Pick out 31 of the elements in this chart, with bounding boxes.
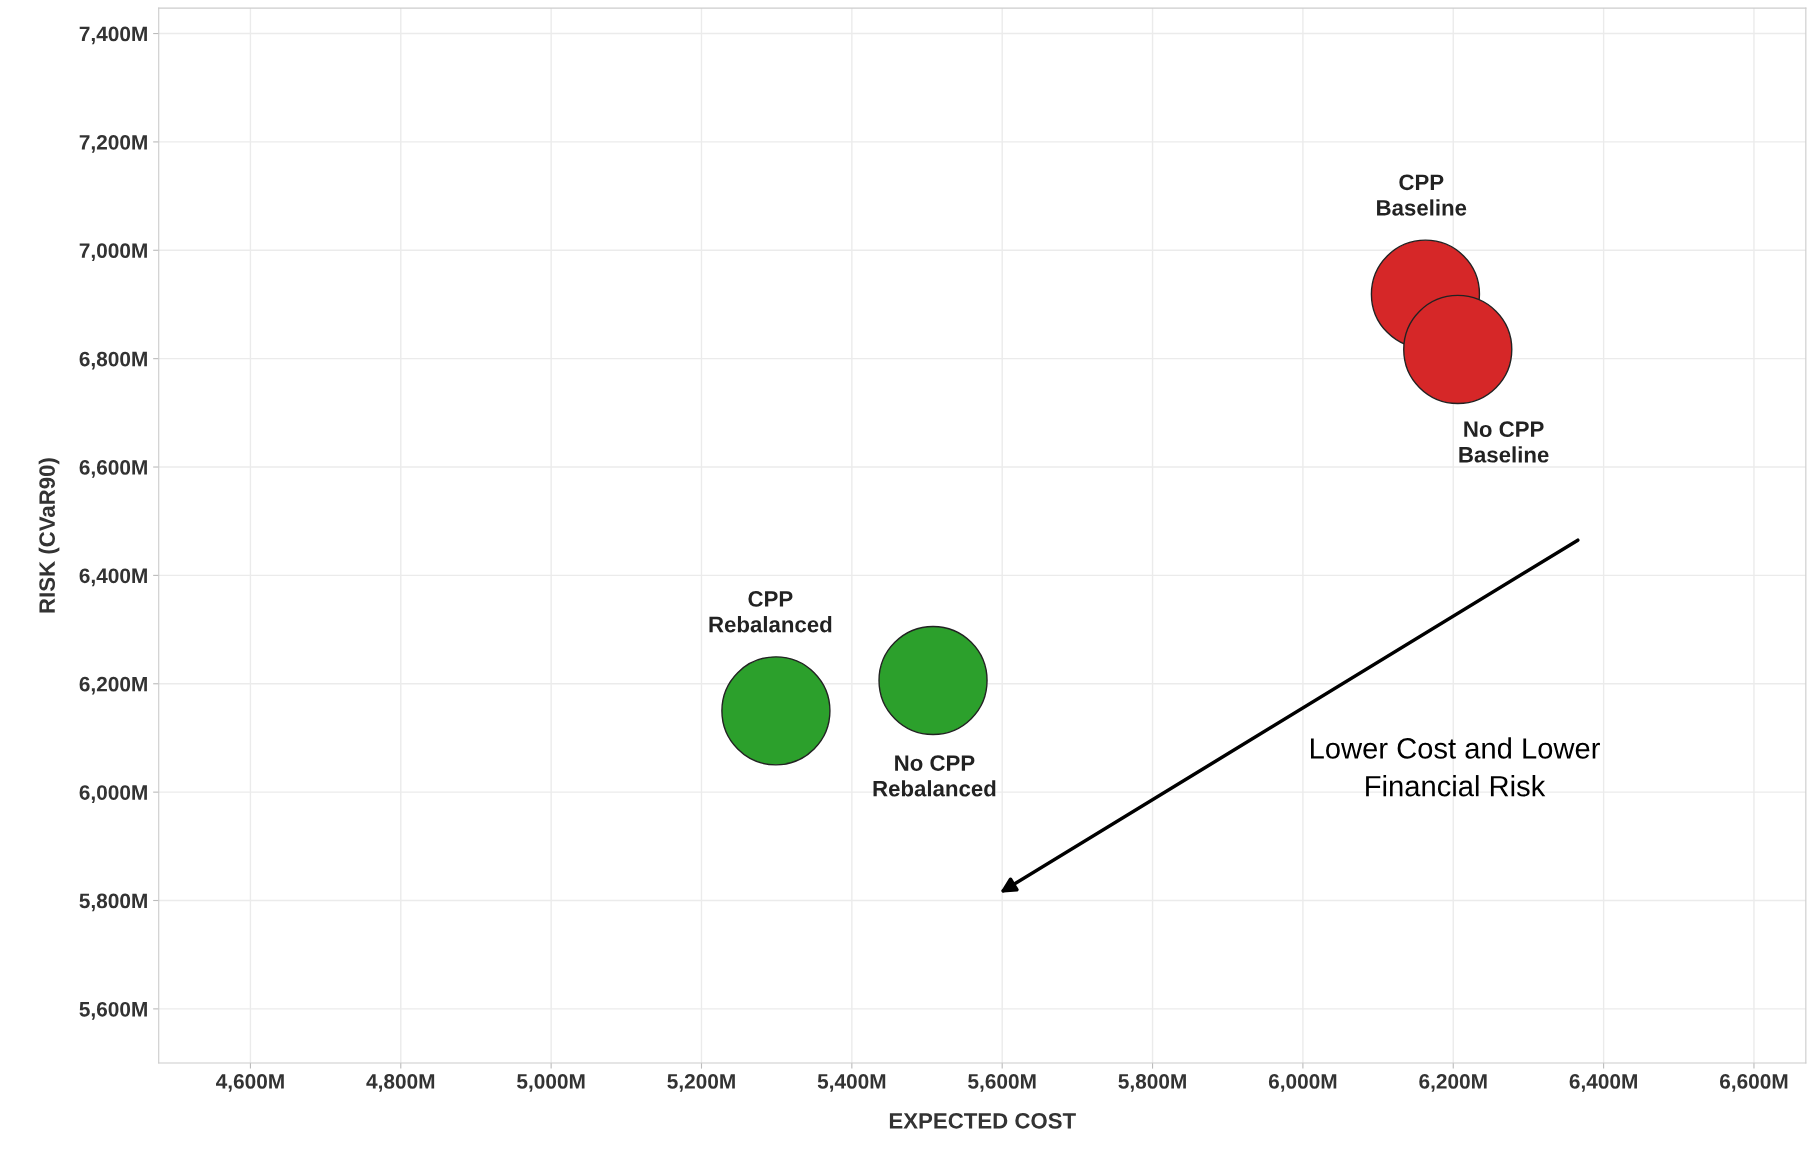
x-tick-label: 6,600M — [1719, 1074, 1788, 1092]
annotation: Lower Cost and Lower Financial Risk — [1310, 737, 1600, 797]
y-tick-label: 6,800M — [79, 351, 147, 370]
y-tick-label: 6,600M — [79, 460, 147, 478]
x-tick-label: 6,200M — [1419, 1074, 1487, 1092]
series-label: CPP Baseline — [1377, 174, 1467, 216]
x-tick-label: 4,800M — [366, 1074, 435, 1092]
x-tick-label: 5,600M — [968, 1074, 1036, 1092]
point — [721, 656, 831, 766]
x-tick-label: 5,400M — [817, 1074, 886, 1092]
series-label: No CPP Baseline — [1459, 421, 1549, 463]
y-tick-label: 5,600M — [79, 1001, 147, 1020]
x-tick-label: 5,200M — [667, 1074, 735, 1092]
y-tick-label: 5,800M — [79, 893, 147, 912]
y-axis-title: RISK (CVaR90) — [38, 458, 60, 613]
y-tick-label: 7,000M — [79, 243, 147, 262]
point — [1403, 294, 1513, 405]
x-tick-label: 6,000M — [1268, 1074, 1337, 1092]
series-label: CPP Rebalanced — [709, 591, 832, 633]
point — [878, 625, 988, 736]
x-tick-label: 5,000M — [517, 1074, 585, 1092]
x-tick-label: 4,600M — [216, 1074, 284, 1092]
y-tick-label: 7,200M — [79, 134, 147, 153]
x-tick-label: 5,800M — [1118, 1074, 1186, 1092]
y-tick-label: 6,000M — [79, 785, 147, 803]
x-tick-label: 6,400M — [1569, 1074, 1637, 1092]
y-tick-label: 7,400M — [79, 26, 147, 45]
series-label: No CPP Rebalanced — [873, 755, 996, 797]
x-axis-title: EXPECTED COST — [889, 1112, 1076, 1129]
y-tick-label: 6,200M — [79, 676, 147, 695]
y-tick-label: 6,400M — [79, 568, 147, 587]
